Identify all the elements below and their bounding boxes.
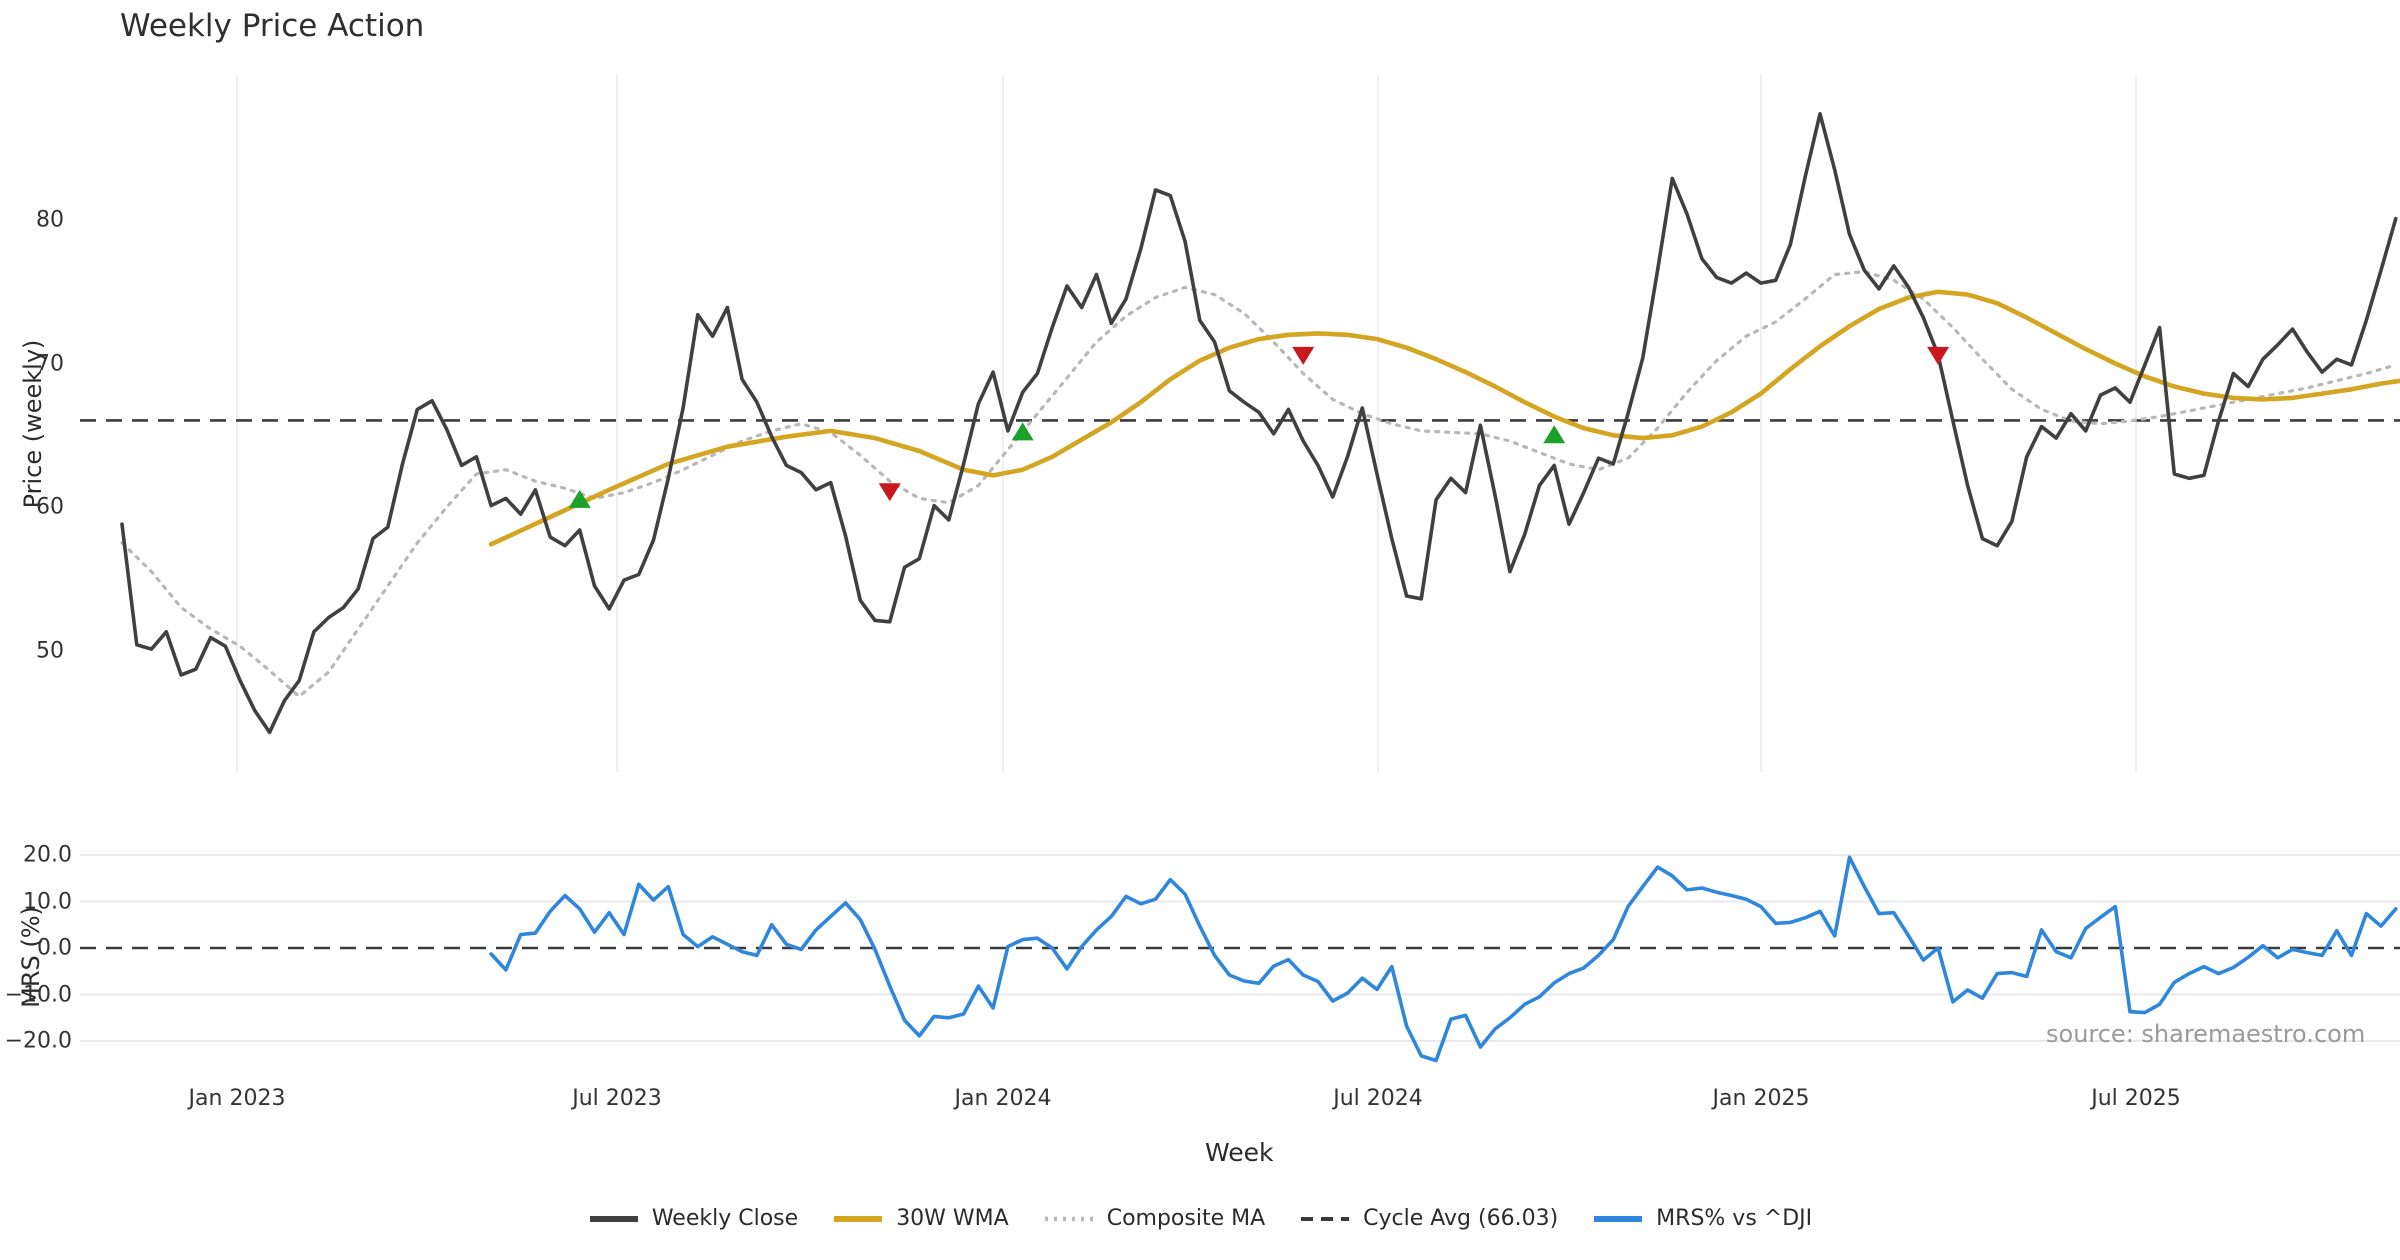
xtick-label: Jan 2025 [1712, 1086, 1810, 1111]
x-axis-label: Week [1205, 1138, 1274, 1167]
sell-signal-triangle [1292, 346, 1315, 365]
legend-item[interactable]: Cycle Avg (66.03) [1299, 1206, 1558, 1231]
legend-swatch-solid-dark [589, 1215, 638, 1222]
xtick-label: Jan 2024 [954, 1086, 1052, 1111]
legend: Weekly Close 30W WMA Composite MA Cycle Avg… [0, 1206, 2400, 1231]
legend-swatch-dotted-gray [1044, 1216, 1093, 1221]
price-ytick-label: 80 [36, 207, 64, 233]
xtick-label: Jul 2025 [2091, 1086, 2181, 1111]
buy-signal-triangle [568, 489, 591, 508]
legend-item[interactable]: Weekly Close [588, 1206, 798, 1231]
mrs-ytick-label: −20.0 [4, 1028, 72, 1054]
sell-signal-triangle [1927, 346, 1950, 365]
mrs-line [489, 855, 2398, 1063]
price-ytick-label: 50 [36, 638, 64, 663]
buy-signal-triangle [1543, 425, 1566, 444]
legend-label: 30W WMA [896, 1206, 1009, 1231]
price-ytick-label: 70 [36, 351, 64, 376]
price-ytick-label: 60 [36, 494, 64, 520]
wma-line [488, 289, 2400, 547]
legend-swatch-solid-gold [834, 1215, 883, 1222]
mrs-ytick-label: −10.0 [4, 982, 72, 1007]
legend-item[interactable]: 30W WMA [832, 1206, 1009, 1231]
legend-label: Cycle Avg (66.03) [1363, 1206, 1559, 1231]
chart-title: Weekly Price Action [120, 8, 425, 44]
composite-ma-line [120, 270, 2398, 698]
legend-label: MRS% vs ^DJI [1656, 1206, 1813, 1231]
legend-item[interactable]: MRS% vs ^DJI [1592, 1206, 1812, 1231]
sell-signal-triangle [878, 483, 901, 502]
mrs-ytick-label: 0.0 [37, 935, 72, 961]
legend-label: Weekly Close [651, 1206, 799, 1231]
weekly-close-line [120, 112, 2398, 735]
xtick-label: Jul 2023 [572, 1086, 662, 1111]
legend-label: Composite MA [1106, 1206, 1266, 1231]
mrs-ytick-label: 20.0 [23, 842, 72, 868]
buy-signal-triangle [1011, 422, 1034, 441]
xtick-label: Jan 2023 [188, 1086, 286, 1111]
legend-item[interactable]: Composite MA [1043, 1206, 1265, 1231]
legend-swatch-solid-blue [1594, 1215, 1643, 1222]
mrs-ytick-label: 10.0 [23, 889, 72, 914]
source-credit: source: sharemaestro.com [2046, 1020, 2366, 1048]
xtick-label: Jul 2024 [1333, 1086, 1423, 1111]
legend-swatch-dashed-dark [1301, 1216, 1350, 1221]
